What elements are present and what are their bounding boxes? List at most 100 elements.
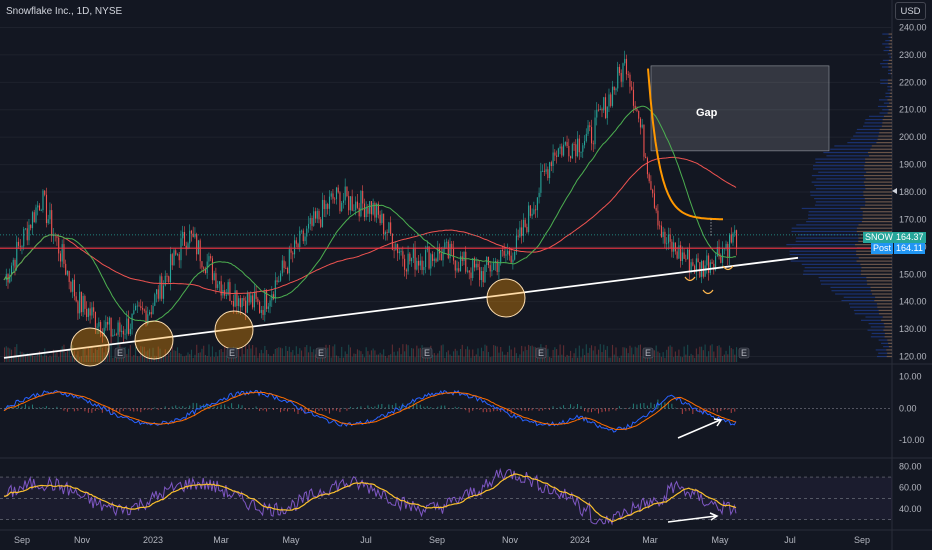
volume-profile-bar	[860, 319, 892, 321]
candle-body	[157, 289, 159, 299]
volume-bar	[176, 347, 179, 362]
volume-bar	[559, 344, 561, 362]
macd-histogram-bar	[24, 404, 26, 409]
candle-body	[643, 124, 645, 157]
volume-bar	[79, 357, 81, 362]
volume-profile-bar	[863, 181, 892, 183]
macd-histogram-bar	[542, 408, 544, 411]
volume-bar	[355, 353, 357, 362]
macd-histogram-bar	[531, 408, 533, 411]
volume-profile-bar	[814, 197, 892, 200]
candle-body	[597, 109, 600, 111]
volume-bar	[147, 350, 149, 362]
macd-histogram-bar	[164, 406, 166, 409]
volume-bar	[330, 357, 332, 362]
candle-body	[65, 263, 67, 275]
volume-bar	[31, 355, 34, 362]
volume-profile-bar	[811, 174, 892, 177]
volume-bar	[697, 354, 699, 362]
volume-bar	[239, 356, 241, 362]
volume-bar	[77, 351, 79, 362]
candle-body	[262, 310, 264, 315]
volume-bar	[629, 345, 631, 362]
candle-body	[327, 204, 329, 209]
candle-body	[243, 298, 245, 301]
candle-body	[687, 249, 689, 260]
candle-body	[103, 327, 105, 337]
macd-histogram-bar	[66, 408, 68, 412]
candle-body	[407, 253, 409, 272]
volume-profile-bar	[888, 342, 892, 344]
candle-body	[521, 227, 523, 236]
price-axis-marker	[892, 188, 897, 194]
volume-bar	[587, 352, 589, 362]
candle-body	[536, 197, 538, 211]
volume-bar	[631, 347, 633, 362]
macd-histogram-bar	[14, 407, 16, 409]
macd-histogram-bar	[91, 408, 93, 413]
candle-body	[624, 58, 626, 64]
volume-bar	[673, 357, 675, 362]
macd-histogram-bar	[49, 407, 51, 409]
macd-histogram-bar	[528, 408, 530, 411]
volume-bar	[577, 357, 579, 362]
volume-bar	[480, 347, 483, 362]
candle-body	[650, 181, 652, 190]
candle-body	[292, 252, 294, 255]
volume-profile-bar	[890, 86, 892, 88]
volume-bar	[35, 355, 37, 362]
volume-bar	[367, 351, 369, 362]
volume-profile-bar	[808, 211, 892, 213]
volume-bar	[669, 345, 671, 362]
macd-histogram-bar	[168, 408, 170, 410]
macd-histogram-bar	[199, 405, 201, 409]
macd-histogram-bar	[713, 408, 715, 412]
macd-histogram-bar	[692, 408, 694, 415]
volume-profile-bar	[789, 253, 892, 256]
volume-profile-bar	[834, 145, 892, 147]
volume-profile-bar	[863, 191, 892, 193]
volume-bar	[93, 353, 95, 362]
volume-bar	[419, 347, 421, 362]
candle-body	[704, 265, 706, 277]
macd-histogram-bar	[727, 408, 729, 410]
macd-histogram-bar	[639, 403, 641, 409]
candle-body	[524, 219, 526, 227]
candle-body	[449, 243, 451, 259]
candle-body	[225, 294, 227, 296]
macd-histogram-bar	[685, 408, 687, 412]
x-tick-label: Mar	[213, 535, 229, 545]
candle-body	[652, 189, 654, 194]
macd-histogram-bar	[611, 408, 613, 410]
candle-body	[508, 250, 510, 256]
candle-body	[278, 280, 280, 282]
volume-profile-bar	[830, 286, 892, 289]
macd-histogram-bar	[157, 408, 159, 410]
candle-body	[610, 94, 612, 106]
macd-histogram-bar	[154, 407, 156, 409]
macd-histogram-bar	[297, 408, 299, 415]
macd-histogram-bar	[615, 408, 617, 411]
macd-histogram-bar	[234, 407, 236, 409]
volume-bar	[304, 347, 306, 362]
macd-histogram-bar	[479, 408, 481, 410]
currency-button[interactable]: USD	[895, 2, 926, 20]
volume-bar	[646, 354, 649, 362]
volume-bar	[45, 355, 48, 362]
volume-profile-bar	[856, 230, 892, 233]
volume-bar	[129, 345, 131, 362]
candle-body	[442, 248, 444, 261]
macd-histogram-bar	[318, 408, 320, 411]
candle-body	[625, 58, 628, 75]
macd-histogram-bar	[594, 408, 596, 411]
gap-zone	[650, 65, 830, 152]
volume-bar	[66, 350, 68, 362]
candle-body	[594, 117, 596, 145]
macd-histogram-bar	[84, 408, 86, 412]
volume-bar	[723, 354, 725, 362]
candle-body	[311, 218, 313, 226]
gap-label: Gap	[696, 107, 718, 119]
volume-bar	[17, 356, 20, 362]
candle-body	[606, 106, 608, 119]
volume-bar	[269, 355, 271, 362]
